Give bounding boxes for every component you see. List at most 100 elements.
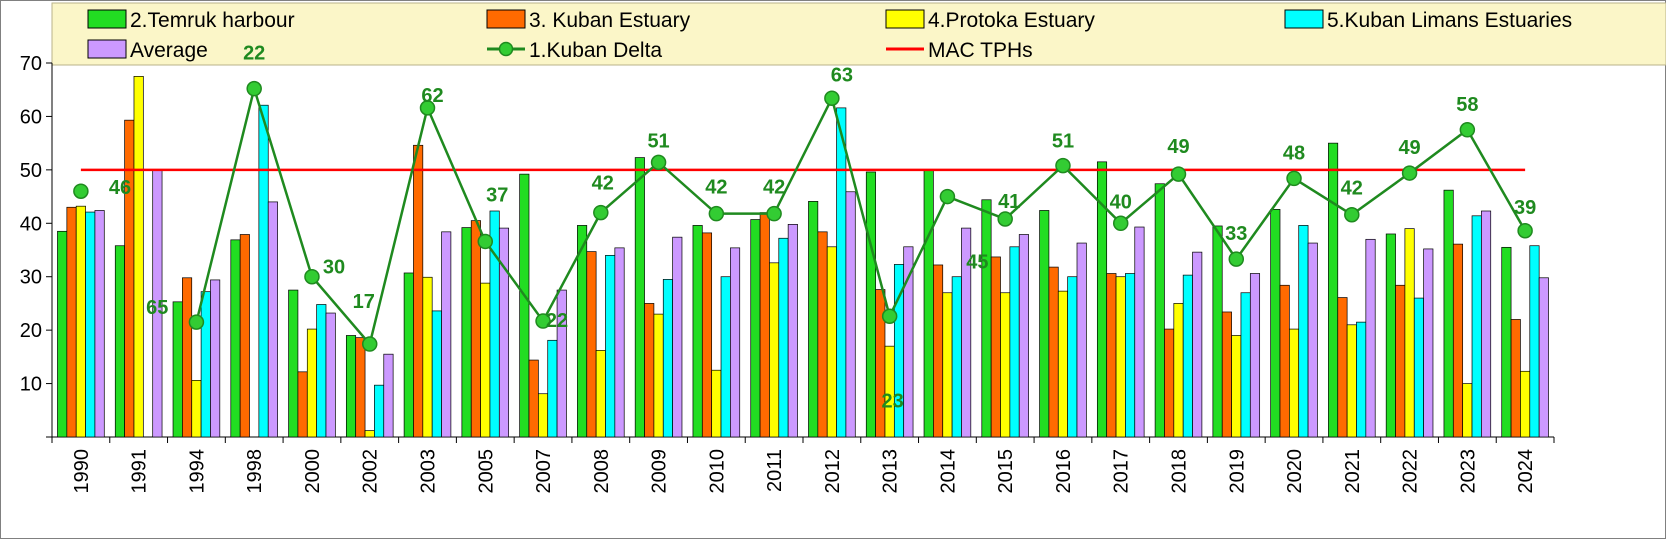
bar [662, 279, 673, 438]
legend-item-limans: 5.Kuban Limans Estuaries [1284, 9, 1572, 32]
bar [1501, 246, 1512, 438]
bar [817, 231, 828, 438]
bar [653, 313, 664, 438]
x-tick-label: 2013 [880, 449, 902, 494]
legend-item-temruk: 2.Temruk harbour [87, 9, 295, 32]
bar [413, 144, 424, 438]
bar [1385, 233, 1396, 438]
data-label: 42 [592, 173, 614, 195]
bar [470, 220, 481, 438]
legend-label-mac: MAC TPHs [928, 39, 1033, 62]
data-label: 51 [647, 130, 669, 152]
data-label: 63 [831, 64, 853, 86]
bar [1365, 238, 1376, 438]
bar [124, 119, 135, 438]
kuban-delta-point [419, 100, 436, 116]
data-label: 62 [421, 85, 443, 107]
kuban-delta-point [246, 80, 262, 97]
bar [1249, 273, 1261, 438]
bar [325, 312, 336, 438]
bar [172, 301, 183, 438]
kuban-delta-point [593, 204, 609, 221]
bar [750, 219, 761, 438]
bar [836, 107, 847, 438]
kuban-delta-point [1401, 165, 1418, 181]
bar [1009, 246, 1020, 438]
bar [441, 231, 452, 438]
data-label: 41 [998, 191, 1020, 213]
x-tick-label: 2016 [1053, 449, 1075, 494]
legend-label-temruk: 2.Temruk harbour [130, 9, 295, 32]
kuban-delta-point [361, 336, 378, 352]
bar [297, 371, 308, 438]
legend-swatch-protoka [885, 9, 925, 29]
bar [66, 206, 77, 438]
legend-item-kuban-delta: 1.Kuban Delta [487, 39, 662, 62]
legend-label-limans: 5.Kuban Limans Estuaries [1327, 9, 1572, 32]
data-label: 22 [243, 43, 265, 65]
bar [1000, 292, 1011, 438]
y-tick-label: 10 [20, 374, 42, 396]
y-tick-label: 40 [20, 213, 42, 235]
bar [701, 232, 713, 438]
kuban-delta-point [881, 308, 898, 325]
bar [1057, 290, 1068, 438]
legend-label-kuban-delta: 1.Kuban Delta [529, 39, 662, 62]
data-label: 40 [1110, 191, 1132, 213]
x-tick-label: 2010 [706, 449, 728, 494]
bar [1212, 225, 1223, 438]
x-tick-label: 2008 [591, 449, 613, 494]
legend-swatch-limans [1284, 9, 1324, 29]
bar [431, 310, 442, 438]
bar [1221, 311, 1232, 438]
bar [672, 236, 683, 438]
bar [355, 337, 366, 438]
bar [1240, 292, 1251, 438]
bar [923, 169, 934, 438]
data-label: 17 [353, 291, 375, 313]
x-tick-label: 2019 [1226, 449, 1248, 494]
x-tick-label: 2022 [1400, 449, 1422, 494]
bar [182, 277, 193, 438]
data-label: 49 [1167, 136, 1189, 158]
data-label: 42 [1341, 178, 1363, 200]
bar [75, 205, 86, 438]
kuban-delta-point [708, 205, 725, 222]
legend-label-average: Average [130, 39, 208, 62]
kuban-delta-point [1459, 122, 1476, 138]
legend-box [51, 2, 1666, 66]
data-label: 42 [705, 177, 727, 199]
bar [808, 201, 819, 438]
data-label: 39 [1514, 197, 1536, 219]
kuban-delta-point [1286, 170, 1302, 187]
bar [586, 251, 597, 438]
kuban-delta-point [997, 211, 1013, 227]
data-label: 51 [1052, 131, 1074, 153]
bar [903, 246, 914, 438]
kuban-delta-point [477, 233, 494, 250]
bar [1328, 142, 1339, 438]
bar [951, 276, 962, 438]
bar [1039, 210, 1050, 438]
x-tick-label: 2017 [1111, 449, 1133, 494]
data-label: 65 [146, 297, 168, 319]
plot-area: 10 20 30 40 50 60 70 1990 1991 1994 1998 2000 2002 20… [20, 43, 1555, 494]
bar [85, 211, 96, 438]
bar [547, 339, 558, 438]
bar [1462, 383, 1473, 438]
y-tick-label: 30 [20, 267, 42, 289]
x-tick-label: 2018 [1169, 449, 1191, 494]
x-tick-label: 2015 [995, 449, 1017, 494]
bar [267, 201, 278, 438]
legend-swatch-kuban-estuary [486, 9, 526, 29]
data-label: 23 [882, 390, 904, 412]
x-tick-label: 2023 [1457, 449, 1479, 494]
bar [1164, 328, 1175, 438]
data-label: 37 [486, 184, 508, 206]
bar [191, 380, 202, 438]
bar [1481, 210, 1492, 438]
legend-item-average: Average [87, 39, 208, 62]
bar [528, 359, 539, 438]
